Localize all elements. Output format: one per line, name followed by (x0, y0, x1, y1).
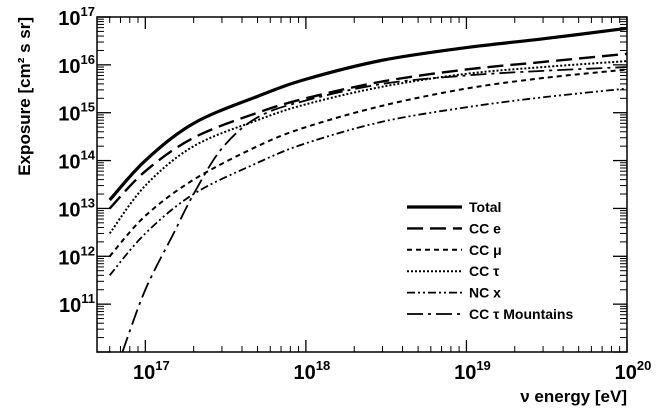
legend-label-cc: CC μ (469, 242, 502, 258)
x-axis-title: ν energy [eV] (520, 387, 627, 406)
series-line-cc (108, 68, 627, 257)
series-line-cc (108, 60, 627, 235)
legend-label-cc-mountains: CC τ Mountains (469, 306, 573, 322)
y-tick-label: 1012 (58, 243, 95, 269)
x-tick-label: 1019 (454, 358, 491, 384)
y-axis-title: Exposure [cm² s sr] (15, 17, 34, 176)
x-tick-label: 1017 (133, 358, 170, 384)
series-line-cc-e (108, 52, 627, 210)
x-tick-label: 1018 (294, 358, 331, 384)
plot-frame (96, 16, 628, 353)
legend-label-nc-x: NC x (469, 285, 501, 301)
y-tick-label: 1017 (58, 4, 95, 30)
y-tick-label: 1015 (58, 100, 95, 126)
legend-label-total: Total (469, 199, 501, 215)
legend: Total CC e CC μ CC τ NC x CC τ Mountains (407, 199, 573, 322)
tick-layer (96, 16, 628, 353)
y-tick-label: 1016 (58, 52, 95, 78)
y-tick-label: 1011 (59, 291, 95, 317)
series-line-cc-mountains (121, 66, 627, 352)
x-tick-label: 1020 (615, 358, 652, 384)
y-tick-label: 1014 (58, 148, 95, 174)
x-tick-labels: 1017 1018 1019 1020 (133, 358, 651, 384)
legend-label-cc: CC τ (469, 263, 500, 279)
series-line-nc-x (109, 87, 627, 276)
series-layer (108, 26, 627, 352)
series-line-total (108, 26, 627, 202)
y-tick-labels: 1011 1012 1013 1014 1015 1016 1017 (58, 4, 95, 317)
legend-label-cc-e: CC e (469, 220, 501, 236)
y-tick-label: 1013 (58, 195, 95, 221)
